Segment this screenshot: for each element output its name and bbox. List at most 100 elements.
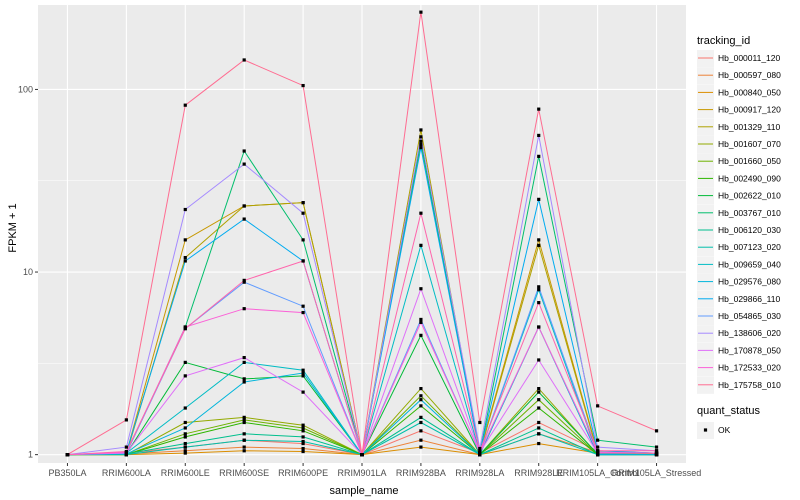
data-point xyxy=(419,398,423,402)
legend-label: Hb_170878_050 xyxy=(718,345,781,355)
data-point xyxy=(183,420,187,425)
data-point xyxy=(301,441,305,446)
data-point xyxy=(537,398,541,402)
data-point xyxy=(419,10,423,14)
data-point xyxy=(419,386,423,391)
legend-key xyxy=(697,239,714,257)
data-point xyxy=(419,415,423,419)
data-point xyxy=(242,360,246,365)
y-axis-title: FPKM + 1 xyxy=(7,203,19,252)
data-point xyxy=(242,280,246,284)
legend-label: Hb_002622_010 xyxy=(718,191,781,201)
data-point xyxy=(301,435,305,439)
data-point xyxy=(301,446,305,451)
data-point xyxy=(537,386,541,391)
data-point xyxy=(301,429,305,433)
data-point xyxy=(242,415,246,419)
y-axis-ticks: 1 10 100 xyxy=(18,84,38,460)
x-axis-title: sample_name xyxy=(329,485,398,497)
legend-label: Hb_006120_030 xyxy=(718,225,781,235)
data-point xyxy=(419,128,423,132)
data-point xyxy=(183,103,187,107)
data-point xyxy=(419,139,423,143)
data-point xyxy=(654,451,659,455)
legend-label: Hb_000011_120 xyxy=(718,53,781,63)
data-point xyxy=(419,320,423,324)
x-tick-label: RRIM105LA_Stressed xyxy=(612,468,702,478)
data-point xyxy=(419,445,423,449)
data-point xyxy=(301,304,305,308)
data-point xyxy=(537,197,541,201)
data-point xyxy=(478,446,482,451)
data-point xyxy=(124,449,128,454)
y-tick-label: 10 xyxy=(23,267,33,277)
data-point xyxy=(419,420,423,425)
data-point xyxy=(654,429,659,433)
data-point xyxy=(242,438,246,442)
data-point xyxy=(301,449,305,454)
data-point xyxy=(537,390,541,394)
data-point xyxy=(183,432,187,436)
data-point xyxy=(301,211,305,215)
data-point xyxy=(537,285,541,289)
data-point xyxy=(419,317,423,322)
data-point xyxy=(242,380,246,384)
data-point xyxy=(301,423,305,427)
data-point xyxy=(183,435,187,439)
data-point xyxy=(419,135,423,139)
data-point xyxy=(419,429,423,433)
x-tick-label: RRIM901LA xyxy=(337,468,386,478)
shape-legend-items: OK xyxy=(697,422,731,439)
shape-legend-swatch xyxy=(703,428,708,432)
data-point xyxy=(419,287,423,291)
data-point xyxy=(419,394,423,398)
legend-label: Hb_003767_010 xyxy=(718,208,781,218)
data-point xyxy=(537,133,541,138)
shape-legend-label: OK xyxy=(718,425,731,435)
data-point xyxy=(183,426,187,430)
data-point xyxy=(596,438,600,442)
legend-items: Hb_000011_120 Hb_000597_080 Hb_000840_050 H… xyxy=(697,50,781,394)
y-tick-label: 1 xyxy=(28,450,33,460)
legend-label: Hb_002490_090 xyxy=(718,173,781,183)
x-tick-label: RRIM600PE xyxy=(278,468,328,478)
data-point xyxy=(654,449,659,453)
legend-label: Hb_029866_110 xyxy=(718,294,781,304)
legend-label: Hb_029576_080 xyxy=(718,277,781,287)
x-tick-label: RRIM600SE xyxy=(219,468,269,478)
data-point xyxy=(183,259,187,263)
data-point xyxy=(301,439,305,444)
data-point xyxy=(537,441,541,446)
data-point xyxy=(242,278,246,282)
x-tick-label: RRIM600LA xyxy=(102,468,151,478)
data-point xyxy=(183,445,187,449)
legend-label: Hb_001329_110 xyxy=(718,122,781,132)
data-point xyxy=(183,325,187,329)
data-point xyxy=(537,288,541,292)
data-point xyxy=(65,453,70,457)
legend-label: Hb_007123_020 xyxy=(718,242,781,252)
x-axis-ticks: PB350LA RRIM600LA RRIM600LE RRIM600SE RRIM60… xyxy=(48,463,701,478)
data-point xyxy=(537,301,541,305)
data-point xyxy=(183,327,187,331)
data-point xyxy=(419,404,423,408)
data-point xyxy=(242,355,246,360)
x-tick-label: RRIM928BA xyxy=(396,468,446,478)
x-tick-label: RRIM105LA_Control xyxy=(556,468,639,478)
data-point xyxy=(419,211,423,215)
data-point xyxy=(242,58,246,62)
data-point xyxy=(183,406,187,410)
data-point xyxy=(537,420,541,425)
x-tick-label: RRIM928LA xyxy=(455,468,504,478)
data-point xyxy=(537,432,541,436)
data-point xyxy=(419,333,423,337)
data-point xyxy=(242,217,246,221)
data-point xyxy=(537,325,541,329)
x-tick-label: RRIM928LE xyxy=(514,468,563,478)
data-point xyxy=(301,310,305,315)
data-point xyxy=(301,259,305,263)
legend-label: Hb_172533_020 xyxy=(718,363,781,373)
data-point xyxy=(301,371,305,375)
legend-label: Hb_009659_040 xyxy=(718,259,781,269)
